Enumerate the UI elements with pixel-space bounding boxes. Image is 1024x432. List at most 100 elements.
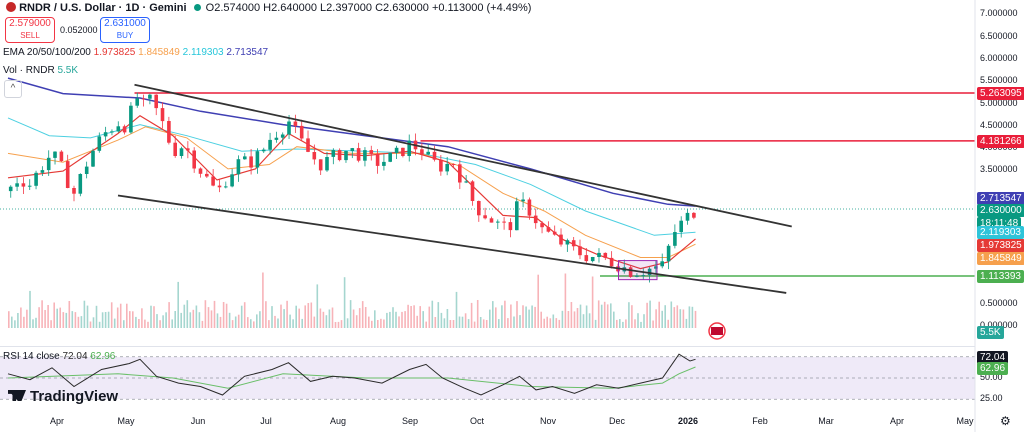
volume-bar — [597, 300, 600, 328]
volume-bar — [652, 320, 654, 328]
volume-bar — [528, 309, 530, 328]
candle — [533, 215, 538, 224]
price-tick-label: 6.500000 — [980, 31, 1018, 41]
volume-bar — [673, 307, 676, 328]
volume-bar — [407, 304, 409, 328]
volume-bar — [304, 305, 306, 328]
volume-bar — [228, 312, 231, 328]
trendline-upper — [134, 83, 792, 228]
volume-bar — [555, 318, 558, 328]
candle — [325, 157, 329, 171]
volume-bar — [53, 302, 55, 328]
buy-label: BUY — [116, 31, 134, 40]
volume-bar — [419, 306, 421, 328]
candle — [540, 223, 544, 228]
volume-bar — [14, 320, 16, 328]
volume-tag: 5.5K — [977, 326, 1004, 339]
volume-bar — [247, 317, 249, 328]
volume-bar — [616, 319, 618, 328]
volume-value: 5.5K — [57, 65, 79, 76]
price-tag-resistance: 5.263095 — [977, 87, 1024, 100]
volume-bar — [431, 300, 434, 328]
ema-legend[interactable]: EMA 20/50/100/200 1.973825 1.845849 2.11… — [3, 46, 268, 60]
volume-bar — [537, 274, 539, 328]
volume-legend[interactable]: Vol · RNDR 5.5K — [3, 64, 78, 78]
volume-bar — [501, 305, 503, 328]
volume-bar — [177, 281, 179, 328]
candle — [167, 121, 171, 143]
volume-bar — [437, 302, 440, 328]
candle — [666, 245, 671, 262]
volume-bar — [464, 313, 467, 328]
volume-bar — [603, 301, 606, 328]
volume-bar — [482, 319, 485, 328]
candle — [685, 212, 690, 221]
volume-bar — [380, 318, 382, 328]
candle — [470, 181, 475, 201]
volume-bar — [401, 311, 403, 328]
volume-bar — [253, 321, 255, 328]
volume-bar — [101, 312, 104, 328]
price-tick-label: 3.500000 — [980, 164, 1018, 174]
volume-bar — [325, 315, 328, 328]
ema100-value: 2.119303 — [182, 47, 224, 58]
volume-bar — [443, 318, 446, 328]
volume-bar — [364, 307, 367, 328]
volume-bar — [32, 319, 34, 328]
volume-bar — [634, 319, 636, 328]
buy-button[interactable]: 2.631000 BUY — [100, 17, 150, 43]
volume-bar — [485, 320, 488, 328]
volume-bar — [358, 308, 361, 328]
volume-bar — [50, 320, 52, 328]
volume-bar — [361, 301, 364, 328]
volume-bar — [479, 317, 482, 328]
volume-bar — [280, 304, 282, 328]
volume-bar — [307, 303, 310, 328]
tv-logo-icon — [8, 390, 26, 401]
candle — [571, 240, 576, 247]
volume-bar — [549, 318, 552, 328]
candle — [445, 164, 449, 172]
price-tick-label: 4.500000 — [980, 120, 1018, 130]
candle — [148, 94, 152, 99]
volume-bar — [135, 316, 137, 328]
volume-bar — [355, 315, 358, 328]
candle — [299, 125, 304, 139]
volume-bar — [41, 300, 43, 328]
candle — [407, 140, 411, 156]
candle — [274, 137, 279, 140]
candle — [590, 257, 595, 262]
symbol-header[interactable]: RNDR / U.S. Dollar · 1D · Gemini O2.5740… — [6, 1, 531, 15]
symbol-icon — [6, 2, 16, 12]
volume-bar — [498, 319, 500, 328]
volume-bar — [310, 302, 313, 328]
chart-settings-icon[interactable]: ⚙ — [1000, 414, 1011, 428]
candle — [483, 215, 487, 219]
volume-bar — [628, 302, 630, 328]
price-tag-last: 2.630000 — [977, 204, 1024, 217]
collapse-legend-button[interactable]: ^ — [4, 80, 22, 98]
volume-bar — [237, 314, 240, 328]
volume-bar — [377, 320, 379, 328]
rsi-legend[interactable]: RSI 14 close 72.04 62.96 — [3, 350, 115, 364]
candle — [91, 150, 95, 167]
volume-bar — [398, 316, 400, 328]
volume-bar — [89, 321, 92, 328]
volume-bar — [374, 310, 376, 328]
volume-bar — [473, 321, 476, 328]
candle — [635, 275, 639, 277]
rsi-label: RSI 14 close — [3, 351, 60, 362]
candle — [78, 174, 83, 194]
volume-bar — [588, 313, 591, 328]
candle — [641, 275, 646, 277]
event-flag — [711, 327, 723, 335]
volume-bar — [434, 317, 437, 328]
volume-bar — [156, 314, 158, 328]
volume-bar — [92, 317, 95, 328]
tradingview-logo[interactable]: TradingView — [8, 388, 118, 405]
ema50-line — [7, 126, 696, 258]
sell-button[interactable]: 2.579000 SELL — [5, 17, 55, 43]
ema200-line — [7, 77, 696, 207]
accumulation-box — [618, 260, 658, 281]
